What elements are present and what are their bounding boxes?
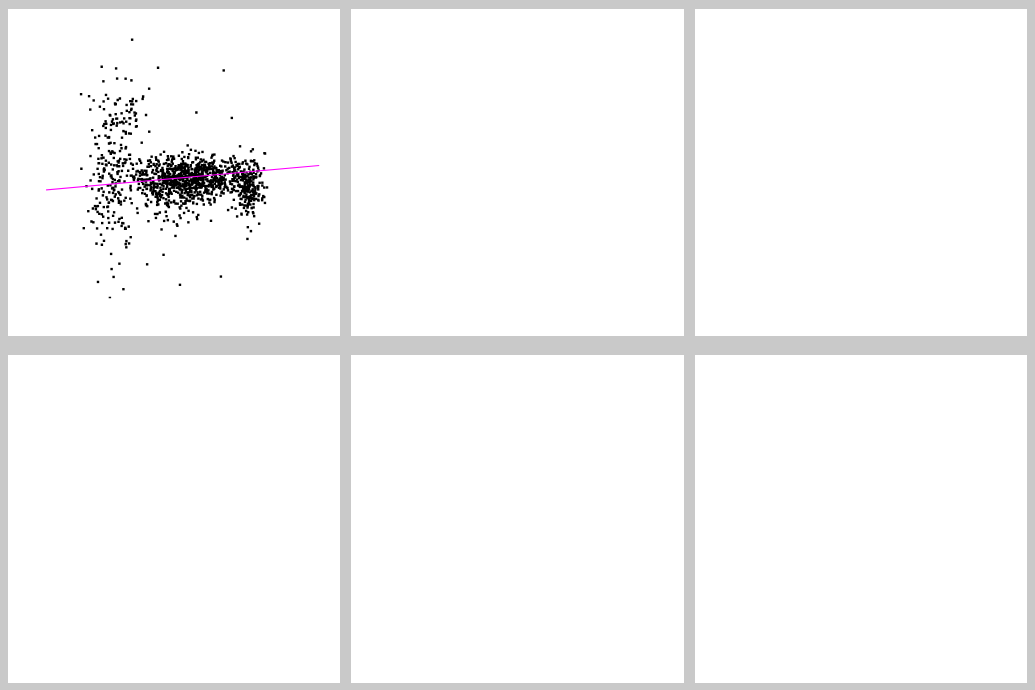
scatter-plot-z-band [351, 355, 683, 682]
panel-gri [694, 355, 1027, 683]
data-points [79, 38, 269, 299]
scatter-plot-gri-band [695, 355, 1027, 682]
panel-z [351, 355, 684, 683]
series-black-4 [79, 77, 151, 177]
fit-line [46, 164, 320, 191]
scatter-plot-i-band [8, 355, 340, 682]
scatter-plot-u-band [46, 38, 320, 299]
scatter-plot-g-band [351, 9, 683, 336]
series-black-1 [230, 150, 269, 241]
series-black-3 [80, 38, 148, 299]
scatter-plot-r-band [695, 9, 1027, 336]
panel-r [694, 9, 1027, 337]
panel-i [8, 355, 341, 683]
panel-u [8, 9, 341, 337]
panel-g [351, 9, 684, 337]
